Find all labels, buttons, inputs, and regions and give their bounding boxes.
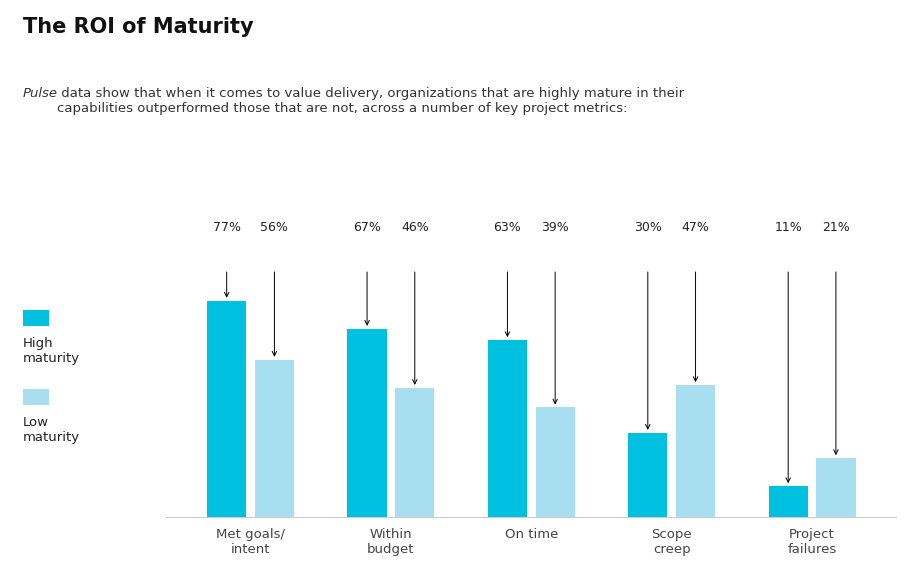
Text: 30%: 30% (634, 221, 662, 234)
Text: 77%: 77% (213, 221, 240, 234)
Text: The ROI of Maturity: The ROI of Maturity (23, 17, 254, 37)
Bar (347, 329, 387, 517)
Text: 63%: 63% (493, 221, 521, 234)
Bar (628, 433, 667, 517)
Text: 56%: 56% (261, 221, 288, 234)
Bar (395, 388, 434, 517)
Text: 21%: 21% (822, 221, 850, 234)
Text: High
maturity: High maturity (23, 337, 80, 365)
Text: Pulse: Pulse (23, 87, 58, 100)
Text: 47%: 47% (682, 221, 710, 234)
Bar (207, 301, 247, 517)
Bar (769, 486, 808, 517)
Bar (488, 340, 527, 517)
Bar (675, 385, 715, 517)
Bar (816, 458, 856, 517)
Text: Low
maturity: Low maturity (23, 416, 80, 444)
Text: 67%: 67% (353, 221, 381, 234)
Bar (536, 407, 575, 517)
Text: 11%: 11% (774, 221, 802, 234)
Text: data show that when it comes to value delivery, organizations that are highly ma: data show that when it comes to value de… (57, 87, 685, 115)
Text: 46%: 46% (401, 221, 429, 234)
Text: 39%: 39% (541, 221, 569, 234)
Bar (255, 360, 294, 517)
